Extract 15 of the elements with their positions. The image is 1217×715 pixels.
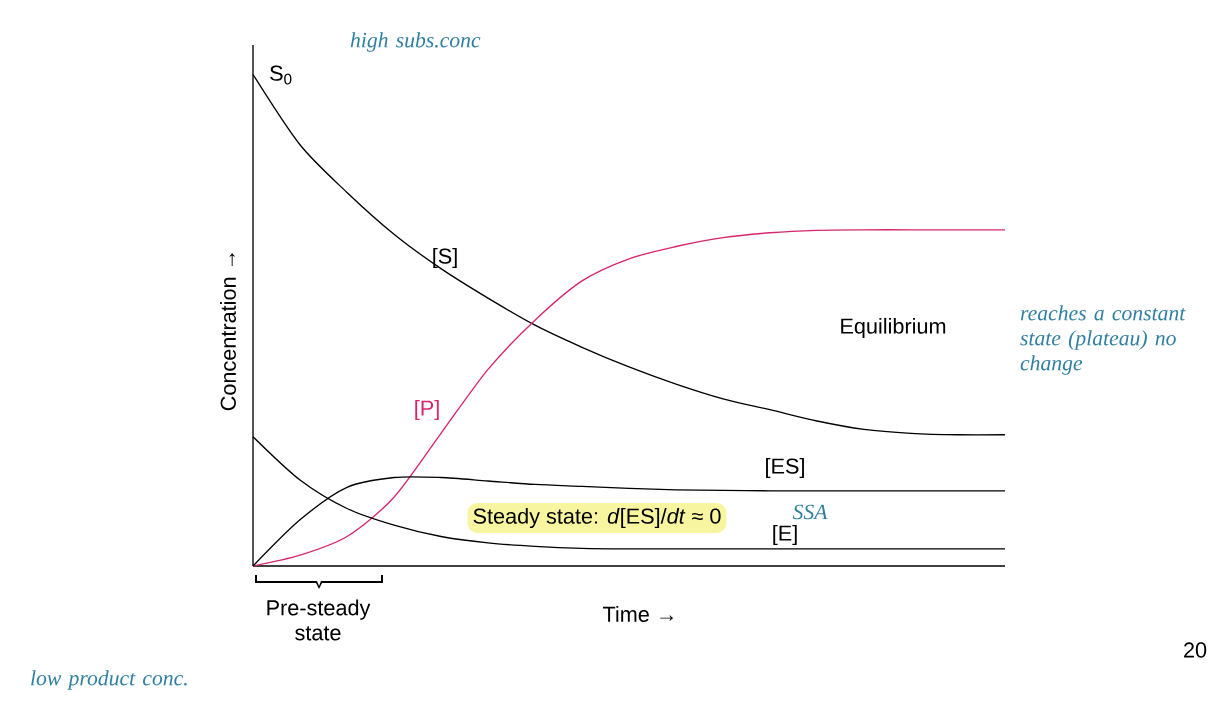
y-axis-title: Concentration → [220,253,236,411]
x-axis-title: Time → [602,606,674,622]
text: reaches a constant state (plateau) no change [1020,305,1186,375]
text: Pre-steady state [267,599,371,641]
text: low product conc. [31,670,187,690]
series-label: [P] [415,399,439,421]
series-label: [S] [433,247,457,269]
text: high subs.conc [350,32,481,52]
annotation: SSA [792,504,828,520]
series-label: [ES] [766,457,804,479]
annotation: Steady state: d[ES]/dt ≈ 0 [473,507,721,529]
annotation: Equilibrium [841,317,946,339]
text: 20 [1184,642,1207,658]
annotation: S$_{0}$ [270,65,292,85]
series-label: [E] [773,524,797,546]
